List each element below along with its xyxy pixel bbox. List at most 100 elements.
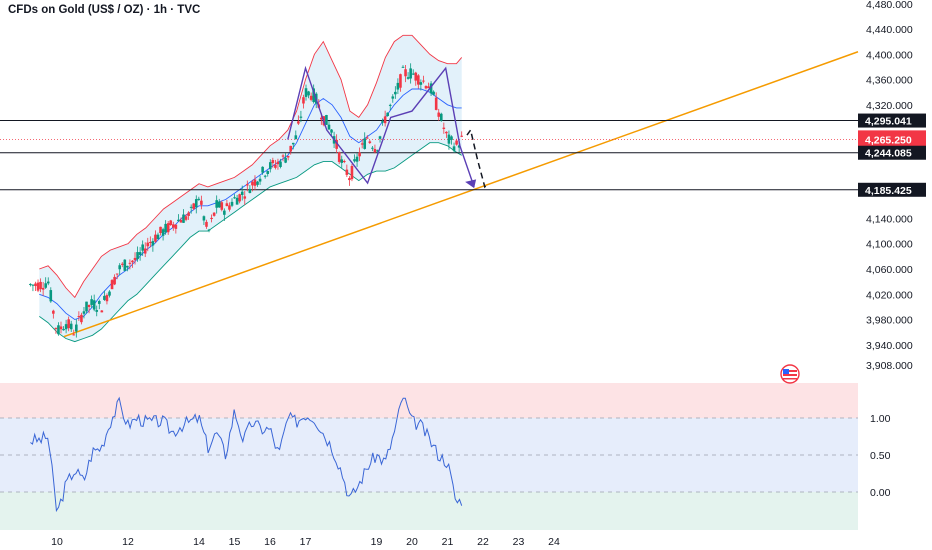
indicator-tick-label: 0.50: [870, 450, 891, 462]
candle-body: [115, 273, 119, 275]
candle-body: [189, 206, 193, 208]
candle-body: [437, 112, 441, 117]
trendline[interactable]: [63, 51, 859, 338]
candle-body: [31, 284, 35, 286]
candle-body: [455, 140, 458, 145]
date-tick-label: 17: [300, 536, 312, 548]
candle-body: [355, 156, 359, 162]
level-price-tag: [858, 182, 926, 197]
candle-body: [41, 287, 45, 290]
candle-body: [302, 97, 305, 104]
flag-icon[interactable]: [780, 364, 800, 384]
candle-body: [159, 226, 162, 234]
candle-body: [309, 95, 313, 100]
candle-body: [146, 242, 150, 247]
price-axis[interactable]: 4,480.000 4,440.000 4,400.000 4,360.000 4,32…: [866, 0, 913, 372]
candle-body: [52, 310, 55, 314]
candle-body: [166, 223, 170, 233]
candle-body: [179, 220, 183, 223]
date-axis[interactable]: 10 12 14 15 16 17 19 20 21 22 23 24: [0, 531, 932, 550]
indicator-series: [30, 396, 463, 513]
date-tick-label: 19: [371, 536, 383, 548]
candle-body: [230, 201, 234, 206]
date-tick-label: 16: [264, 536, 276, 548]
candle-body: [304, 88, 308, 97]
price-tick-label: 4,140.000: [866, 213, 913, 225]
candle-body: [187, 212, 190, 216]
candle-body: [49, 290, 53, 302]
candle-body: [411, 73, 415, 75]
price-tick-label: 4,020.000: [866, 289, 913, 301]
level-price-tag: [858, 113, 926, 128]
candle-body: [108, 291, 111, 296]
candle-body: [350, 165, 354, 180]
price-tags: 4,295.0414,265.25000:474,244.0854,185.42…: [858, 113, 926, 197]
price-tick-label: 3,908.000: [866, 360, 913, 372]
candle-body: [419, 82, 423, 85]
candle-body: [376, 150, 379, 152]
candle-body: [182, 214, 185, 223]
candle-body: [215, 200, 218, 208]
candle-body: [240, 191, 244, 195]
candle-body: [113, 276, 116, 285]
candle-body: [220, 202, 224, 210]
candle-body: [452, 146, 456, 151]
price-tick-label: 4,360.000: [866, 75, 913, 87]
level-price-label: 4,185.425: [865, 185, 912, 197]
candle-body: [371, 147, 374, 149]
candle-body: [386, 112, 389, 116]
candle-body: [335, 139, 338, 149]
candle-body: [154, 234, 157, 242]
candle-body: [44, 283, 47, 288]
candle-body: [297, 121, 300, 124]
candle-body: [404, 69, 407, 77]
candle-body: [123, 259, 127, 271]
candle-body: [358, 152, 361, 157]
candle-body: [46, 281, 50, 284]
date-tick-label: 15: [229, 536, 241, 548]
candle-body: [348, 178, 351, 181]
candle-body: [64, 324, 68, 330]
candle-body: [100, 310, 104, 313]
candle-body: [72, 334, 76, 336]
candle-body: [427, 86, 430, 89]
candle-body: [417, 75, 420, 85]
price-tick-label: 4,320.000: [866, 100, 913, 112]
candle-body: [87, 304, 91, 307]
double-top-pattern[interactable]: [287, 65, 489, 189]
candle-body: [202, 216, 206, 221]
candle-body: [75, 324, 78, 332]
date-tick-label: 23: [513, 536, 525, 548]
candle-body: [312, 88, 315, 102]
horizontal-levels[interactable]: [0, 120, 858, 191]
candle-body: [279, 161, 282, 167]
candle-body: [381, 121, 384, 123]
candle-body: [378, 136, 382, 139]
candle-body: [36, 282, 40, 291]
candle-body: [360, 143, 364, 145]
candle-body: [69, 323, 73, 330]
candle-body: [439, 113, 443, 121]
candle-body: [217, 201, 221, 208]
candle-body: [225, 203, 229, 207]
candle-body: [77, 315, 81, 317]
indicator-tick-label: 1.00: [870, 413, 891, 425]
candle-body: [149, 241, 152, 243]
candle-body: [128, 262, 132, 264]
indicator-background: [0, 383, 858, 530]
candle-body: [246, 184, 249, 186]
pattern-arrowhead: [465, 179, 477, 189]
indicator-lower-zone: [0, 492, 858, 530]
candle-body: [141, 244, 144, 251]
price-tick-label: 3,940.000: [866, 340, 913, 352]
candle-body: [414, 72, 418, 81]
last-price-label: 4,265.250: [865, 134, 912, 146]
candle-body: [192, 203, 196, 209]
candle-body: [396, 82, 400, 90]
bollinger-upper: [39, 34, 463, 299]
candle-body: [39, 281, 42, 290]
candle-body: [399, 74, 402, 88]
candle-body: [442, 127, 446, 129]
candle-body: [156, 234, 160, 240]
